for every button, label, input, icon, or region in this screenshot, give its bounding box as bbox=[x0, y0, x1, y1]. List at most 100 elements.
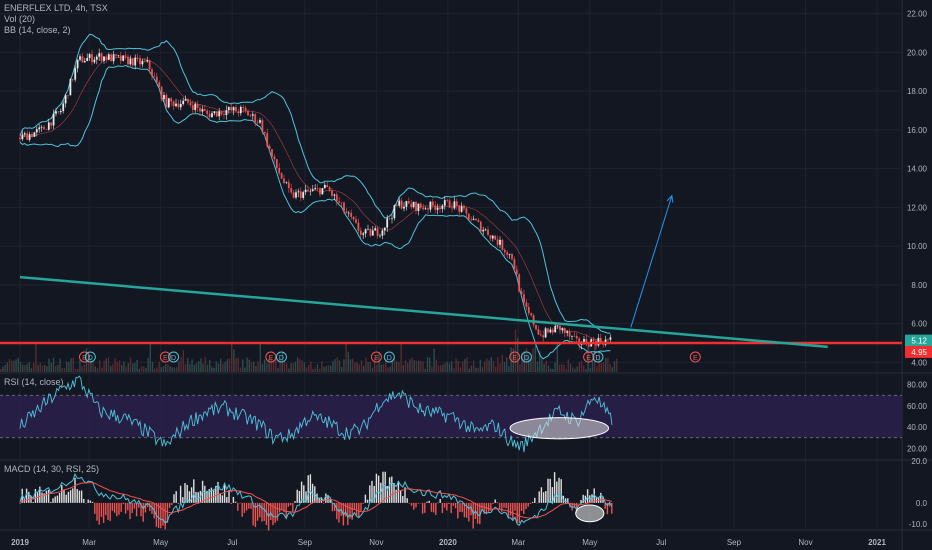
volume-bar bbox=[250, 361, 253, 372]
macd-histogram-bar bbox=[294, 501, 296, 503]
candle-body bbox=[47, 122, 50, 130]
candle-body bbox=[74, 68, 77, 80]
candle-body bbox=[537, 329, 540, 335]
macd-histogram-bar bbox=[404, 487, 406, 503]
macd-histogram-bar bbox=[186, 484, 188, 503]
volume-bar bbox=[602, 362, 605, 372]
macd-histogram-bar bbox=[536, 502, 538, 504]
macd-histogram-bar bbox=[107, 502, 109, 520]
volume-bar bbox=[19, 362, 22, 372]
macd-histogram-bar bbox=[509, 502, 512, 516]
macd-histogram-bar bbox=[100, 502, 103, 517]
macd-histogram-bar bbox=[19, 502, 21, 504]
macd-histogram-bar bbox=[179, 485, 182, 503]
macd-histogram-bar bbox=[234, 501, 237, 503]
volume-bar bbox=[167, 364, 169, 372]
candle-body bbox=[362, 233, 365, 235]
volume-bar bbox=[367, 361, 369, 372]
volume-bar bbox=[233, 349, 235, 372]
macd-histogram-bar bbox=[41, 492, 43, 503]
volume-bar bbox=[376, 364, 378, 372]
candle-body bbox=[275, 159, 278, 168]
volume-bar bbox=[468, 368, 470, 372]
rsi-band-fill bbox=[0, 395, 902, 438]
volume-bar bbox=[488, 360, 490, 372]
candle-body bbox=[292, 192, 295, 198]
macd-histogram-bar bbox=[296, 489, 298, 503]
macd-histogram-bar bbox=[116, 502, 118, 517]
bollinger-lower bbox=[19, 64, 611, 360]
macd-histogram-bar bbox=[272, 502, 274, 526]
macd-histogram-bar bbox=[250, 502, 252, 509]
dividend-marker-label: D bbox=[171, 355, 176, 362]
volume-bar bbox=[464, 359, 466, 372]
volume-bar bbox=[442, 364, 444, 372]
candle-body bbox=[158, 82, 161, 87]
volume-bar bbox=[151, 361, 154, 372]
signal-line bbox=[19, 481, 612, 519]
macd-histogram-bar bbox=[34, 489, 37, 503]
volume-bar bbox=[330, 365, 332, 372]
candle-body bbox=[194, 104, 197, 110]
candle-body bbox=[45, 129, 48, 130]
macd-legend: MACD (14, 30, RSI, 25) bbox=[4, 464, 99, 475]
candle-body bbox=[268, 146, 271, 150]
macd-histogram-bar bbox=[476, 502, 479, 524]
event-markers: E E E E E E ED D D D D D bbox=[78, 351, 701, 363]
macd-histogram-bar bbox=[399, 490, 402, 503]
macd-histogram-bar bbox=[210, 487, 213, 503]
candle-body bbox=[62, 103, 65, 112]
volume-bar bbox=[431, 366, 433, 372]
candle-body bbox=[472, 218, 475, 220]
volume-bar bbox=[178, 361, 180, 372]
volume-bar bbox=[277, 368, 279, 372]
macd-histogram-bar bbox=[173, 494, 175, 503]
candle-body bbox=[573, 335, 576, 337]
macd-histogram-bar bbox=[586, 489, 589, 503]
candle-body bbox=[283, 178, 285, 183]
x-tick-label: Nov bbox=[369, 538, 383, 547]
macd-histogram-bar bbox=[188, 491, 191, 503]
volume-bar bbox=[512, 348, 514, 372]
candle-body bbox=[333, 194, 336, 196]
x-tick-label: 2020 bbox=[439, 538, 457, 547]
volume-bar bbox=[17, 357, 19, 372]
volume-bar bbox=[583, 365, 585, 372]
candle-body bbox=[465, 208, 468, 214]
volume-bar bbox=[389, 366, 391, 372]
volume-bar bbox=[158, 361, 160, 372]
macd-histogram-bar bbox=[573, 502, 576, 508]
macd-histogram-bar bbox=[105, 502, 107, 516]
volume-bar bbox=[567, 359, 569, 372]
candle-body bbox=[115, 54, 117, 56]
macd-histogram-bar bbox=[505, 502, 507, 509]
price-tick-label: 12.00 bbox=[907, 203, 928, 212]
candle-body bbox=[609, 337, 612, 340]
macd-label: MACD (14, 30, RSI, 25) bbox=[4, 464, 100, 474]
macd-histogram-bar bbox=[197, 492, 199, 503]
volume-bar bbox=[259, 343, 261, 372]
candle-body bbox=[278, 167, 281, 174]
macd-histogram-bar bbox=[437, 502, 439, 504]
candle-body bbox=[347, 212, 350, 214]
macd-histogram-bar bbox=[184, 483, 186, 503]
candle-body bbox=[544, 328, 547, 338]
volume-bar bbox=[134, 362, 136, 372]
volume-bar bbox=[28, 362, 30, 372]
macd-histogram-bar bbox=[146, 502, 149, 508]
macd-histogram-bar bbox=[69, 490, 72, 503]
macd-tick-label: 0.0 bbox=[916, 499, 928, 508]
volume-bar bbox=[294, 361, 297, 372]
volume-bar bbox=[503, 362, 506, 372]
volume-bars bbox=[0, 329, 618, 372]
candle-body bbox=[482, 229, 485, 232]
candle-body bbox=[237, 111, 240, 114]
candles bbox=[19, 48, 612, 350]
macd-histogram-bar bbox=[78, 490, 81, 503]
macd-histogram-bar bbox=[221, 495, 224, 503]
candle-body bbox=[213, 111, 216, 114]
candle-body bbox=[455, 201, 458, 206]
candle-body bbox=[153, 76, 156, 77]
candle-body bbox=[112, 54, 115, 62]
macd-histogram-bar bbox=[483, 502, 485, 514]
